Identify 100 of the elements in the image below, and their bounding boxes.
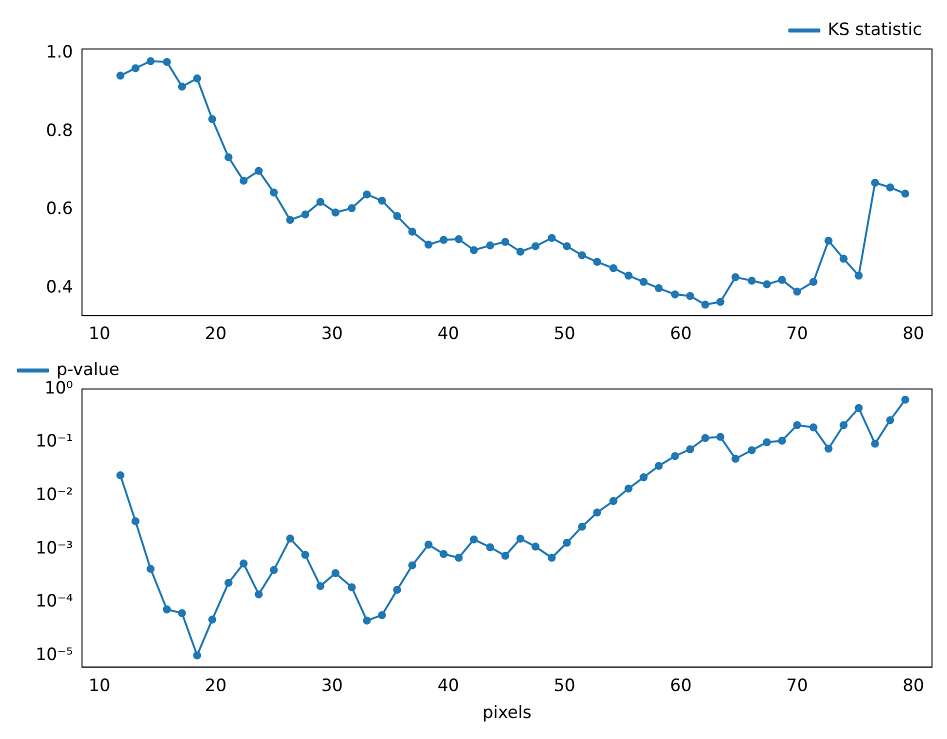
point	[146, 564, 155, 573]
x-tick-label: 60	[670, 324, 692, 344]
point	[793, 421, 802, 430]
point	[224, 578, 233, 587]
point	[871, 440, 880, 448]
point	[348, 204, 356, 212]
y-tick-label: 10⁰	[44, 378, 74, 398]
point	[609, 264, 618, 272]
point	[131, 517, 140, 526]
point	[809, 278, 818, 286]
point	[301, 550, 310, 559]
point	[116, 72, 124, 80]
point	[562, 242, 571, 250]
point	[362, 616, 371, 625]
point	[470, 246, 478, 254]
point	[593, 508, 602, 517]
y-tick-label: 10⁻⁵	[36, 644, 73, 665]
point	[748, 446, 756, 454]
x-tick-label: 10	[88, 324, 110, 344]
point	[609, 497, 618, 506]
point	[901, 190, 910, 198]
x-tick-label: 50	[554, 676, 576, 696]
point	[362, 190, 371, 198]
point	[316, 582, 324, 590]
point	[701, 434, 710, 442]
x-tick-label: 70	[786, 676, 808, 696]
point	[208, 616, 216, 624]
point	[240, 176, 248, 185]
point	[331, 208, 340, 216]
y-tick-label: 1.0	[46, 42, 73, 62]
point	[516, 534, 524, 543]
point	[378, 196, 386, 205]
point	[854, 404, 863, 412]
point	[686, 445, 694, 454]
point	[116, 471, 124, 480]
point	[178, 82, 186, 91]
point	[562, 538, 571, 547]
point	[793, 288, 802, 296]
point	[762, 280, 771, 288]
point	[593, 258, 602, 266]
point	[578, 522, 586, 531]
point	[886, 416, 894, 424]
point	[548, 234, 556, 242]
y-tick-label: 10⁻¹	[36, 432, 73, 452]
point	[854, 272, 863, 280]
point	[393, 212, 402, 220]
point	[840, 421, 848, 430]
x-tick-label: 40	[437, 324, 460, 344]
point	[208, 115, 216, 124]
point	[393, 586, 402, 594]
legend-label: p-value	[56, 360, 120, 380]
y-tick-label: 0.4	[46, 278, 73, 298]
point	[454, 554, 463, 562]
legend-label: KS statistic	[828, 20, 922, 40]
point	[348, 583, 356, 592]
point	[840, 254, 848, 263]
x-tick-label: 30	[321, 676, 343, 696]
point	[716, 432, 724, 441]
point	[408, 228, 416, 236]
point	[531, 542, 540, 551]
point	[270, 188, 278, 196]
y-tick-label: 10⁻²	[36, 484, 73, 505]
point	[240, 560, 248, 568]
point	[716, 298, 724, 306]
point	[254, 166, 263, 175]
x-tick-label: 80	[902, 324, 924, 344]
point	[871, 178, 880, 187]
point	[146, 57, 155, 66]
x-tick-label: 70	[786, 324, 808, 344]
point	[193, 651, 202, 660]
point	[286, 534, 294, 543]
point	[193, 74, 202, 82]
point	[331, 569, 340, 578]
point	[270, 566, 278, 574]
point	[531, 242, 540, 250]
point	[316, 198, 324, 206]
point	[162, 58, 171, 66]
point	[901, 396, 910, 404]
point	[501, 238, 510, 246]
point	[640, 473, 648, 482]
point	[671, 290, 680, 298]
x-tick-label: 80	[902, 676, 924, 696]
point	[748, 276, 756, 285]
point	[470, 535, 478, 544]
point	[778, 276, 786, 284]
point	[731, 273, 740, 282]
point	[778, 436, 786, 445]
x-tick-label: 40	[437, 676, 460, 696]
point	[424, 540, 433, 549]
point	[486, 241, 494, 250]
point	[254, 590, 263, 598]
y-tick-label: 0.6	[46, 199, 73, 220]
point	[178, 609, 186, 618]
point	[654, 284, 663, 292]
point	[624, 484, 633, 493]
point	[501, 552, 510, 560]
y-tick-label: 10⁻³	[36, 538, 73, 558]
x-axis-title: pixels	[482, 703, 532, 724]
point	[824, 236, 833, 245]
y-tick-label: 10⁻⁴	[36, 592, 74, 612]
